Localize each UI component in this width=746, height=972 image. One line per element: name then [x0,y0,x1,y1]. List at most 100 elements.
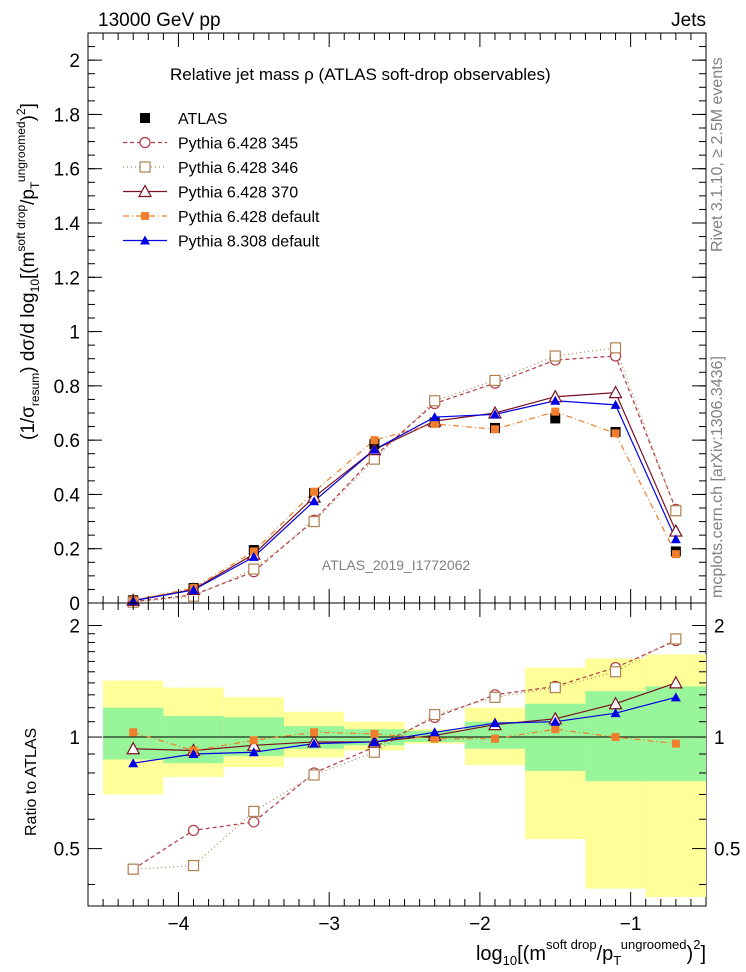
ratio-point [309,738,320,748]
main-y-tick-label: 0.2 [54,540,80,561]
legend-marker [137,184,153,198]
ratio-point [670,633,682,645]
main-y-tick-label: 0.8 [54,377,80,398]
ratio-point [248,747,259,757]
ratio-y-tick-label-right: 0.5 [714,840,740,861]
ratio-point [551,725,560,734]
y-axis-label: (1/σresum) dσ/d log10[(msoft drop/pTungr… [14,103,42,440]
x-tick-label: −3 [318,914,340,935]
legend-label: Pythia 6.428 346 [178,160,298,177]
series-point [610,399,621,409]
main-series [126,342,683,608]
ratio-point [127,863,139,875]
series-line [133,392,677,601]
legend-label: Pythia 6.428 370 [178,185,298,202]
legend-marker [141,212,149,220]
ratio-point [188,749,199,759]
series-point [188,584,199,594]
side-top: Rivet 3.1.10, ≥ 2.5M events [709,57,726,252]
x-tick-label: −1 [620,914,642,935]
series-point [549,350,561,362]
series-point [308,515,320,528]
ratio-point [489,691,501,703]
series-point [310,487,319,496]
ratio-point [670,692,681,702]
main-y-tick-label: 0.4 [54,485,81,506]
ratio-point [126,741,141,755]
ratio-point [187,859,200,872]
main-y-tick-label: 1.8 [54,105,80,126]
legend-marker [140,235,150,245]
series-point [609,342,622,354]
series-point [489,374,501,387]
ratio-point [550,716,561,726]
main-y-ticks: 0 0.2 0.4 0.6 0.8 1 1.2 1.4 1.6 1.8 2 [54,32,706,615]
x-axis-label: log10[(msoft drop/pTungroomed)2] [476,937,706,968]
watermark: ATLAS_2019_I1772062 [322,557,471,573]
ratio-point [609,666,622,678]
legend-label: ATLAS [178,111,228,128]
ratio-series-line [133,696,677,764]
header-right: Jets [671,10,706,31]
side-bottom: mcplots.cern.ch [arXiv:1306.3436] [709,356,726,598]
ratio-point [429,708,441,721]
ratio-point [671,739,680,748]
ratio-point [308,769,320,781]
ratio-y-tick-label: 0.5 [54,840,80,861]
ratio-point [429,727,440,737]
ratio-point [430,734,439,743]
main-y-tick-label: 1 [69,323,80,344]
main-y-tick-label: 2 [69,51,80,72]
ratio-series-line [133,682,677,752]
chart-title: Relative jet mass ρ (ATLAS soft-drop obs… [170,65,551,84]
series-line [133,411,677,601]
series-point [611,429,620,438]
ratio-point [549,681,561,694]
ratio-point [129,728,138,737]
series-point [670,505,682,517]
series-point [551,407,560,416]
series-point [490,425,499,434]
ratio-point [610,708,621,718]
ratio-y-tick-label: 2 [69,616,80,637]
series-point [368,453,380,465]
series-point [309,496,320,506]
legend-marker [139,136,151,149]
ratio-point [248,816,260,828]
main-y-tick-label: 1.6 [54,160,80,181]
main-y-tick-label: 0.6 [54,431,80,452]
legend: ATLAS Pythia 6.428 345 Pythia 6.428 346 Pyt… [123,111,320,251]
series-point [248,551,259,561]
legend-label: Pythia 6.428 345 [178,136,298,153]
header-left: 13000 GeV pp [98,10,221,31]
series-point [489,409,500,419]
ratio-point [370,729,379,738]
ratio-point [310,728,319,737]
series-line [133,400,677,602]
main-y-tick-label: 1.2 [54,268,80,289]
ratio-point [187,824,200,836]
legend-marker [140,113,150,123]
series-point [550,395,561,405]
x-ticks: −4 −3 −2 −1 [87,33,707,935]
series-point [429,395,441,407]
ratio-point [611,733,620,742]
series-point [430,419,439,428]
ratio-series-line [133,728,676,752]
main-panel: Relative jet mass ρ (ATLAS soft-drop obs… [54,32,707,615]
ratio-point [668,675,683,689]
data-point [550,413,561,424]
legend-marker [139,161,151,173]
legend-label: Pythia 6.428 default [178,209,320,226]
series-point [248,563,260,575]
series-point [608,385,623,399]
ratio-y-label: Ratio to ATLAS [23,728,40,836]
ratio-point [249,736,258,745]
x-tick-label: −2 [469,914,491,935]
ratio-y-tick-label: 1 [69,728,80,749]
ratio-series-line [133,638,677,870]
series-point [369,444,380,454]
x-tick-label: −4 [168,914,190,935]
ratio-point [248,805,260,818]
